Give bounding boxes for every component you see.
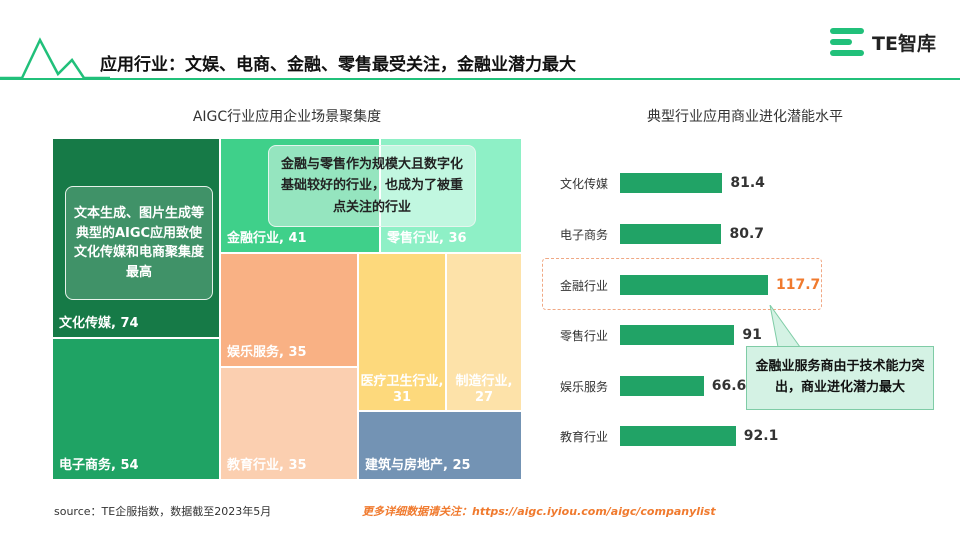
bar-row: 文化传媒 81.4 <box>540 173 830 195</box>
bar-row: 娱乐服务 66.6 <box>540 376 830 398</box>
bar-category-label: 电子商务 <box>559 228 608 242</box>
bar-category-label: 文化传媒 <box>559 177 608 191</box>
bar-mark <box>620 275 768 295</box>
treemap-cell: 电子商务, 54 <box>52 338 220 480</box>
bar-category-label: 零售行业 <box>559 329 608 343</box>
bar-row: 教育行业 92.1 <box>540 426 830 448</box>
logo-text: TE智库 <box>872 32 936 55</box>
bar-mark <box>620 173 723 193</box>
bar-category-label: 金融行业 <box>559 279 608 293</box>
bar-value-label: 92.1 <box>743 428 779 444</box>
treemap-cell-label: 零售行业, 36 <box>387 231 467 246</box>
treemap-callout-left: 文本生成、图片生成等典型的AIGC应用致使文化传媒和电商聚集度最高 <box>65 186 213 300</box>
treemap-cell-label: 金融行业, 41 <box>227 231 307 246</box>
treemap-cell: 金融行业, 41 <box>220 138 380 253</box>
bar-value-label: 117.7 <box>776 277 821 293</box>
treemap-callout-top: 金融与零售作为规模大且数字化基础较好的行业，也成为了被重点关注的行业 <box>268 145 476 227</box>
treemap-cell-label: 教育行业, 35 <box>227 458 307 473</box>
bar-mark <box>620 224 722 244</box>
bar-chart-title: 典型行业应用商业进化潜能水平 <box>647 109 843 125</box>
bar-callout: 金融业服务商由于技术能力突出，商业进化潜力最大 <box>746 346 934 410</box>
more-info-link[interactable]: 更多详细数据请关注：https://aigc.iyiou.com/aigc/co… <box>362 505 716 518</box>
highlight-box <box>542 258 822 310</box>
treemap-cell: 制造行业, 27 <box>446 253 522 411</box>
treemap-cell: 零售行业, 36 <box>380 138 522 253</box>
bar-row: 电子商务 80.7 <box>540 224 830 246</box>
treemap-cell-label: 建筑与房地产, 25 <box>365 458 471 473</box>
treemap-title: AIGC行业应用企业场景聚集度 <box>192 109 382 125</box>
treemap-cell: 文化传媒, 74 <box>52 138 220 338</box>
logo-icon <box>830 28 865 56</box>
treemap-cell-label: 文化传媒, 74 <box>59 316 139 331</box>
source-note: source：TE企服指数，数据截至2023年5月 <box>54 505 272 518</box>
bar-value-label: 91 <box>742 327 762 343</box>
callout-pointer <box>769 305 801 348</box>
logo: TE智库 <box>830 28 936 56</box>
bar-mark <box>620 426 736 446</box>
treemap-cell: 建筑与房地产, 25 <box>358 411 522 480</box>
treemap-cell-label: 电子商务, 54 <box>59 458 139 473</box>
bar-category-label: 教育行业 <box>559 430 608 444</box>
bar-value-label: 80.7 <box>729 226 765 242</box>
treemap-cell-label: 娱乐服务, 35 <box>227 345 307 360</box>
bar-row: 零售行业 91 <box>540 325 830 347</box>
bar-value-label: 66.6 <box>711 378 747 394</box>
treemap-cell: 医疗卫生行业, 31 <box>358 253 446 411</box>
bar-row: 金融行业 117.7 <box>540 275 830 297</box>
treemap-cell-label: 制造行业, 27 <box>455 373 513 405</box>
treemap-cell: 教育行业, 35 <box>220 367 358 480</box>
bar-value-label: 81.4 <box>730 175 765 191</box>
treemap-cell-label: 医疗卫生行业, 31 <box>360 373 444 405</box>
bar-mark <box>620 376 704 396</box>
bar-category-label: 娱乐服务 <box>559 380 608 394</box>
header-underline <box>0 78 960 80</box>
treemap-cell: 娱乐服务, 35 <box>220 253 358 367</box>
bar-mark <box>620 325 735 345</box>
page-title: 应用行业：文娱、电商、金融、零售最受关注，金融业潜力最大 <box>100 55 576 75</box>
